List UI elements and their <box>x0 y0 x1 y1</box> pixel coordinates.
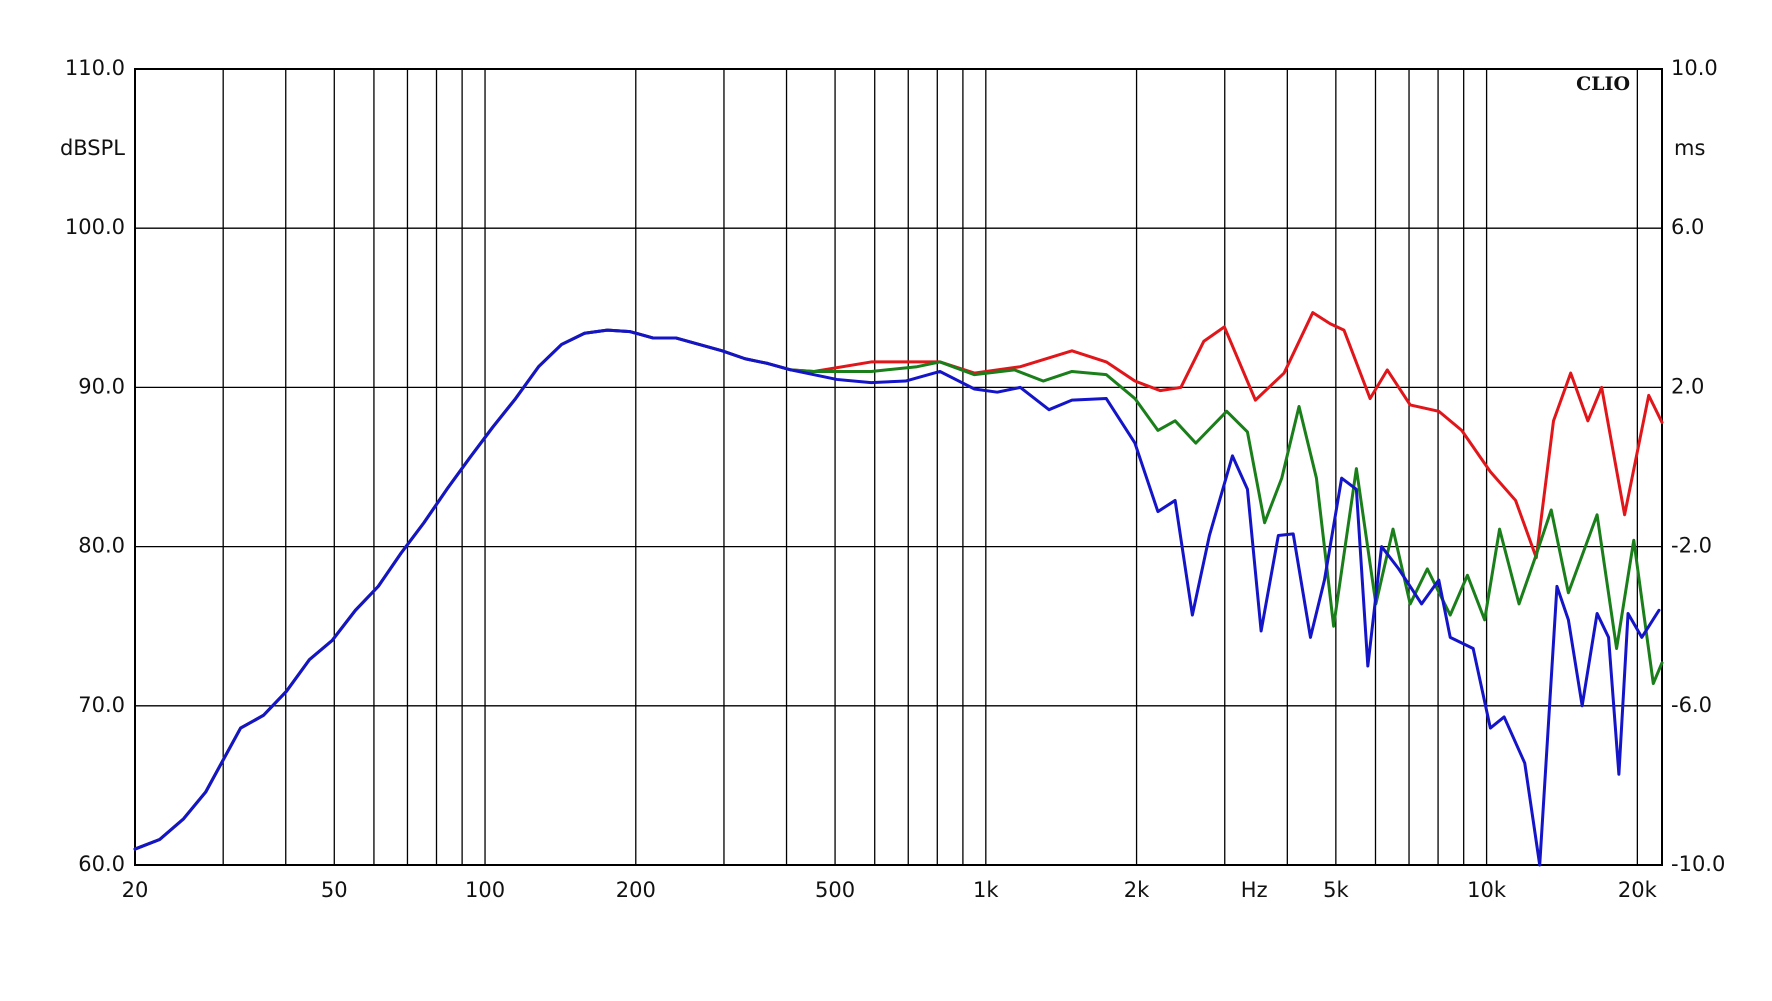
x-tick-label: 50 <box>321 878 348 902</box>
y2-tick-label: 2.0 <box>1671 374 1704 398</box>
x-tick-label: 1k <box>973 878 999 902</box>
chart-title: CLIO <box>1576 73 1630 95</box>
x-axis-label: Hz <box>1241 878 1268 902</box>
y2-tick-label: 10.0 <box>1671 56 1718 80</box>
y2-tick-label: 6.0 <box>1671 215 1704 239</box>
y-tick-label: 110.0 <box>65 56 125 80</box>
y2-tick-label: -2.0 <box>1671 534 1712 558</box>
y2-tick-label: -10.0 <box>1671 852 1725 876</box>
y-tick-label: 60.0 <box>78 852 125 876</box>
plot-frame <box>134 68 1663 866</box>
x-tick-label: 500 <box>815 878 855 902</box>
y2-axis-label: ms <box>1674 136 1705 160</box>
x-tick-label: 10k <box>1467 878 1507 902</box>
x-tick-label: 100 <box>465 878 505 902</box>
x-tick-label: 2k <box>1124 878 1150 902</box>
y2-tick-label: -6.0 <box>1671 693 1712 717</box>
y-tick-label: 90.0 <box>78 374 125 398</box>
x-tick-label: 20k <box>1618 878 1658 902</box>
y-axis-label: dBSPL <box>60 136 125 160</box>
x-tick-label: 200 <box>616 878 656 902</box>
x-tick-label: 5k <box>1323 878 1349 902</box>
y-tick-label: 70.0 <box>78 693 125 717</box>
y-tick-label: 80.0 <box>78 534 125 558</box>
y-tick-label: 100.0 <box>65 215 125 239</box>
series-line <box>133 328 1661 867</box>
x-tick-label: 20 <box>122 878 149 902</box>
